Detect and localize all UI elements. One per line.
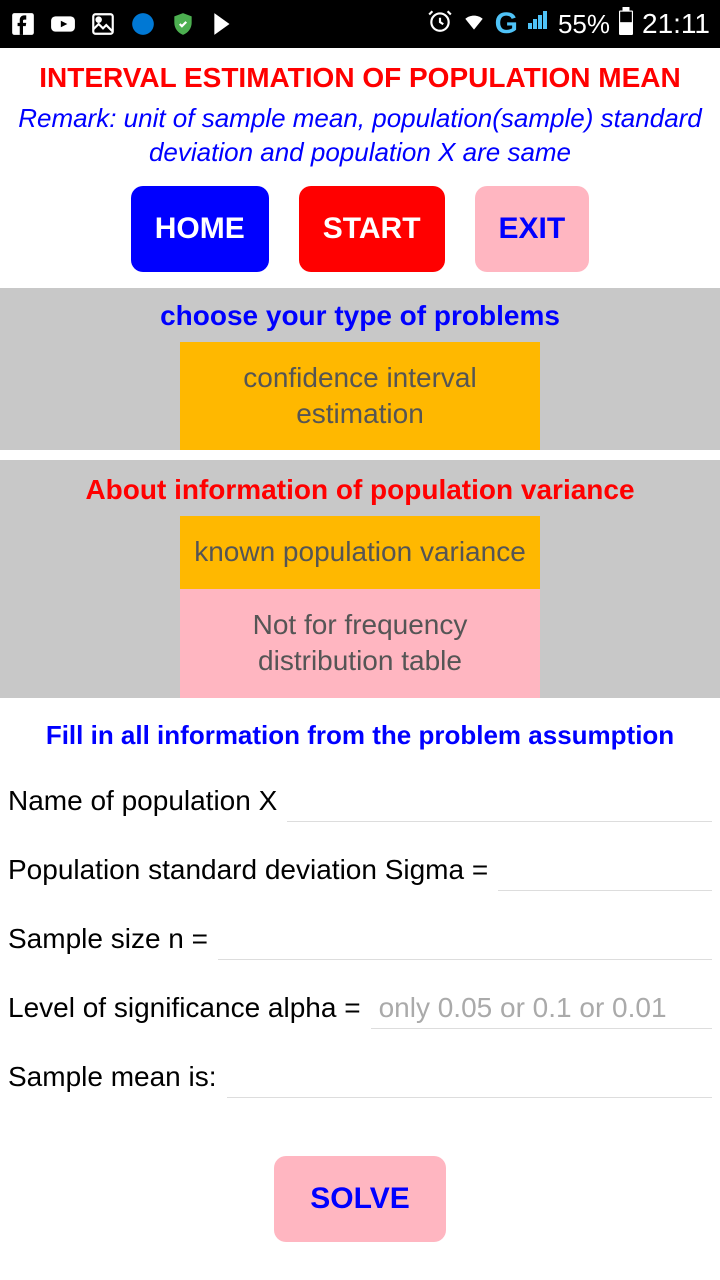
edge-icon <box>130 11 156 37</box>
alpha-input[interactable] <box>371 988 712 1029</box>
network-type: G <box>495 7 518 41</box>
variance-section: About information of population variance… <box>0 460 720 697</box>
clock-time: 21:11 <box>642 8 710 40</box>
page-title: INTERVAL ESTIMATION OF POPULATION MEAN <box>0 48 720 102</box>
sigma-row: Population standard deviation Sigma = <box>0 836 720 905</box>
fill-instruction: Fill in all information from the problem… <box>0 708 720 767</box>
battery-icon <box>618 7 634 42</box>
wifi-icon <box>461 8 487 41</box>
alpha-row: Level of significance alpha = <box>0 974 720 1043</box>
solve-button[interactable]: SOLVE <box>274 1156 445 1242</box>
home-button[interactable]: HOME <box>131 186 269 272</box>
sample-mean-label: Sample mean is: <box>8 1061 217 1093</box>
sample-size-row: Sample size n = <box>0 905 720 974</box>
sigma-input[interactable] <box>498 850 712 891</box>
image-icon <box>90 11 116 37</box>
nav-buttons: HOME START EXIT <box>0 180 720 288</box>
confidence-interval-option[interactable]: confidence interval estimation <box>180 342 540 451</box>
battery-percent: 55% <box>558 9 610 40</box>
sample-size-input[interactable] <box>218 919 712 960</box>
population-name-row: Name of population X <box>0 767 720 836</box>
play-store-icon <box>210 11 236 37</box>
variance-label: About information of population variance <box>0 460 720 516</box>
alpha-label: Level of significance alpha = <box>8 992 361 1024</box>
youtube-icon <box>50 11 76 37</box>
status-bar: G 55% 21:11 <box>0 0 720 48</box>
sample-size-label: Sample size n = <box>8 923 208 955</box>
start-button[interactable]: START <box>299 186 445 272</box>
shield-icon <box>170 11 196 37</box>
population-name-input[interactable] <box>287 781 712 822</box>
sample-mean-row: Sample mean is: <box>0 1043 720 1112</box>
known-variance-option[interactable]: known population variance <box>180 516 540 588</box>
alarm-icon <box>427 8 453 41</box>
sigma-label: Population standard deviation Sigma = <box>8 854 488 886</box>
facebook-icon <box>10 11 36 37</box>
sample-mean-input[interactable] <box>227 1057 712 1098</box>
signal-icon <box>526 9 550 40</box>
not-frequency-option[interactable]: Not for frequency distribution table <box>180 589 540 698</box>
population-name-label: Name of population X <box>8 785 277 817</box>
solve-wrap: SOLVE <box>0 1112 720 1242</box>
exit-button[interactable]: EXIT <box>475 186 590 272</box>
problem-type-section: choose your type of problems confidence … <box>0 288 720 451</box>
problem-type-label: choose your type of problems <box>0 296 720 342</box>
status-left-icons <box>10 11 236 37</box>
remark-text: Remark: unit of sample mean, population(… <box>0 102 720 180</box>
status-right: G 55% 21:11 <box>427 7 710 42</box>
